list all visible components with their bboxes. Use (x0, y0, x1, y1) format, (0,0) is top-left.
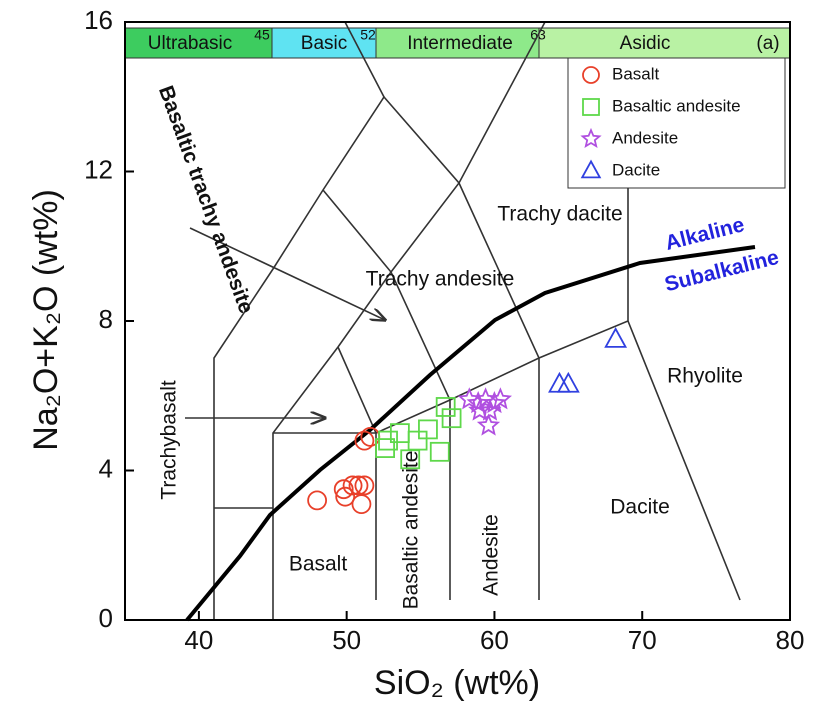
point (354, 475, 375, 496)
band-label: Intermediate (407, 33, 513, 54)
y-tick-label: 0 (99, 603, 113, 633)
band: Ultrabasic 45 Basic 52 Intermediate 63 A… (124, 27, 791, 59)
point (604, 327, 628, 348)
point (488, 387, 512, 410)
y-tick-label: 8 (99, 304, 113, 334)
legend-marker (580, 127, 602, 148)
point (429, 441, 450, 462)
legend (567, 57, 786, 189)
point (441, 408, 462, 429)
point (378, 430, 398, 451)
legend-label: Basaltic andesite (612, 96, 741, 115)
point (418, 419, 438, 440)
x-tick-label: 40 (184, 625, 213, 655)
point (351, 494, 372, 515)
point (333, 479, 354, 500)
band-label: Asidic (620, 33, 671, 54)
x-tick-label: 50 (332, 625, 361, 655)
legend-label: Dacite (612, 160, 660, 179)
x-tick-label: 80 (776, 625, 805, 655)
panel-label: (a) (756, 33, 779, 54)
field-label: Trachy dacite (497, 203, 622, 226)
field-label: Trachy andesite (366, 268, 515, 291)
y-tick-label: 16 (84, 5, 113, 35)
x-tick-label: 60 (480, 625, 509, 655)
point (354, 430, 375, 451)
y-tick-label: 4 (99, 453, 113, 483)
alkaline-line (185, 245, 756, 622)
field-label: Trachybasalt (158, 380, 181, 500)
point (348, 475, 369, 496)
point (335, 486, 356, 507)
band-label: Basic (301, 33, 347, 54)
field-label: Basalt (289, 553, 348, 576)
legend-label: Andesite (612, 128, 678, 147)
band-label: Ultrabasic (148, 33, 232, 54)
point (342, 475, 363, 496)
point (407, 430, 428, 451)
x-axis-label: SiO₂ (wt%) (374, 664, 540, 702)
field-label: Basaltic andesite (400, 451, 423, 610)
field-label: Basaltic trachy andesite (154, 83, 258, 317)
x-tick-label: 70 (628, 625, 657, 655)
field-label: Andesite (480, 514, 503, 596)
point (435, 397, 456, 417)
legend-label: Basalt (612, 64, 660, 83)
point (307, 490, 328, 511)
y-axis-label: Na₂O+K₂O (wt%) (27, 189, 65, 451)
legend-marker (582, 98, 600, 116)
field-label: Rhyolite (667, 365, 743, 388)
legend-marker (580, 159, 602, 179)
point (476, 413, 501, 436)
y-tick-label: 12 (84, 154, 113, 184)
band-label: 52 (360, 27, 376, 43)
point (468, 398, 492, 421)
point (556, 371, 580, 393)
field-label: Dacite (610, 496, 670, 519)
point (375, 438, 395, 458)
field-boundaries (185, 21, 741, 620)
legend-marker (582, 66, 600, 84)
band-label: 45 (254, 27, 270, 43)
